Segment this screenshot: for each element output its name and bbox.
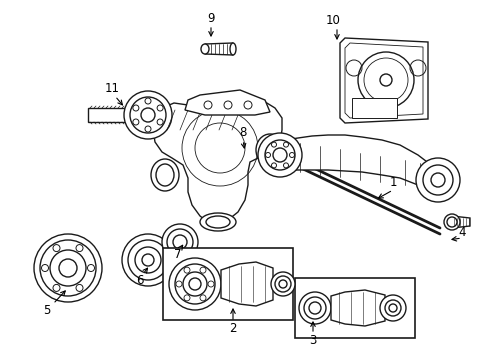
Polygon shape — [340, 38, 428, 123]
Text: 3: 3 — [309, 333, 317, 346]
Polygon shape — [452, 216, 470, 228]
Polygon shape — [285, 135, 435, 190]
Circle shape — [271, 272, 295, 296]
Circle shape — [169, 258, 221, 310]
Bar — [295, 278, 415, 338]
Text: 9: 9 — [207, 12, 215, 24]
Circle shape — [258, 133, 302, 177]
Text: 11: 11 — [104, 81, 120, 94]
Polygon shape — [205, 43, 233, 55]
Polygon shape — [88, 108, 140, 122]
Ellipse shape — [256, 134, 284, 166]
Circle shape — [380, 295, 406, 321]
Bar — [352, 98, 397, 118]
Bar — [163, 248, 293, 320]
Polygon shape — [153, 95, 282, 224]
Text: 2: 2 — [229, 321, 237, 334]
Circle shape — [358, 52, 414, 108]
Circle shape — [444, 214, 460, 230]
Circle shape — [416, 158, 460, 202]
Ellipse shape — [200, 213, 236, 231]
Text: 10: 10 — [325, 13, 341, 27]
Text: 7: 7 — [174, 248, 182, 261]
Text: 6: 6 — [136, 274, 144, 287]
Text: 5: 5 — [43, 303, 50, 316]
Text: 8: 8 — [239, 126, 246, 139]
Circle shape — [122, 234, 174, 286]
Circle shape — [124, 91, 172, 139]
Text: 4: 4 — [458, 225, 466, 238]
Ellipse shape — [230, 43, 236, 55]
Polygon shape — [185, 90, 270, 115]
Ellipse shape — [151, 159, 179, 191]
Text: 1: 1 — [389, 175, 397, 189]
Circle shape — [299, 292, 331, 324]
Polygon shape — [331, 290, 385, 326]
Circle shape — [162, 224, 198, 260]
Polygon shape — [221, 262, 273, 306]
Circle shape — [34, 234, 102, 302]
Ellipse shape — [201, 44, 209, 54]
